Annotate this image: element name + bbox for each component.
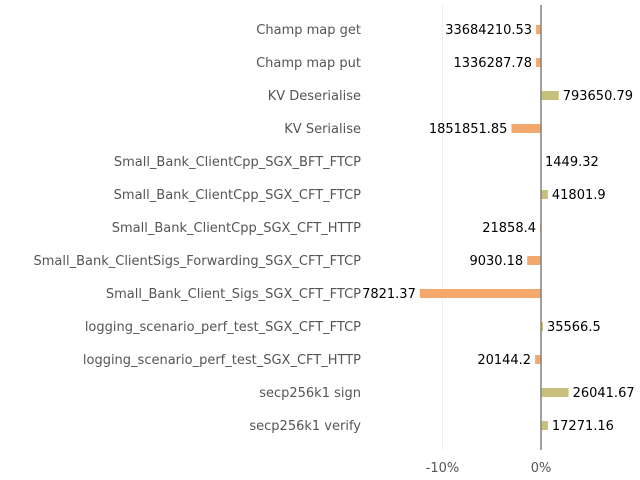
category-label: Champ map get: [256, 23, 361, 38]
bars: [419, 25, 569, 430]
x-tick-label: -10%: [426, 461, 460, 476]
category-labels: Champ map get Champ map put KV Deserialise…: [33, 23, 361, 434]
bar: [419, 289, 541, 298]
bar: [536, 25, 541, 34]
category-label: Small_Bank_ClientSigs_Forwarding_SGX_CFT…: [33, 254, 361, 269]
value-label: 7821.37: [362, 287, 416, 302]
x-axis-ticks: -10% 0%: [426, 461, 552, 476]
bar: [527, 256, 541, 265]
value-labels: 33684210.53 1336287.78 793650.79 1851851.85…: [362, 23, 635, 434]
value-label: 20144.2: [477, 353, 531, 368]
category-label: logging_scenario_perf_test_SGX_CFT_HTTP: [83, 353, 361, 368]
bar: [535, 355, 541, 364]
value-label: 9030.18: [469, 254, 523, 269]
value-label: 21858.4: [482, 221, 536, 236]
value-label: 41801.9: [552, 188, 606, 203]
category-label: secp256k1 verify: [249, 419, 361, 434]
value-label: 793650.79: [563, 89, 633, 104]
category-label: secp256k1 sign: [259, 386, 361, 401]
value-label: 26041.67: [573, 386, 635, 401]
category-label: Small_Bank_Client_Sigs_SGX_CFT_FTCP: [106, 287, 361, 302]
value-label: 1449.32: [545, 155, 599, 170]
category-label: KV Serialise: [284, 122, 361, 137]
category-label: logging_scenario_perf_test_SGX_CFT_FTCP: [85, 320, 361, 335]
category-label: Small_Bank_ClientCpp_SGX_BFT_FTCP: [114, 155, 361, 170]
bar: [541, 91, 559, 100]
value-label: 1336287.78: [453, 56, 532, 71]
x-tick-label: 0%: [531, 461, 552, 476]
bar: [536, 58, 541, 67]
category-label: Champ map put: [256, 56, 361, 71]
bar: [541, 388, 569, 397]
bar: [511, 124, 541, 133]
value-label: 17271.16: [552, 419, 614, 434]
value-label: 1851851.85: [429, 122, 508, 137]
bar: [541, 322, 543, 331]
value-label: 33684210.53: [445, 23, 532, 38]
category-label: Small_Bank_ClientCpp_SGX_CFT_HTTP: [112, 221, 361, 236]
bar: [541, 421, 548, 430]
value-label: 35566.5: [547, 320, 601, 335]
category-label: KV Deserialise: [268, 89, 361, 104]
category-label: Small_Bank_ClientCpp_SGX_CFT_FTCP: [114, 188, 361, 203]
bar: [541, 190, 548, 199]
